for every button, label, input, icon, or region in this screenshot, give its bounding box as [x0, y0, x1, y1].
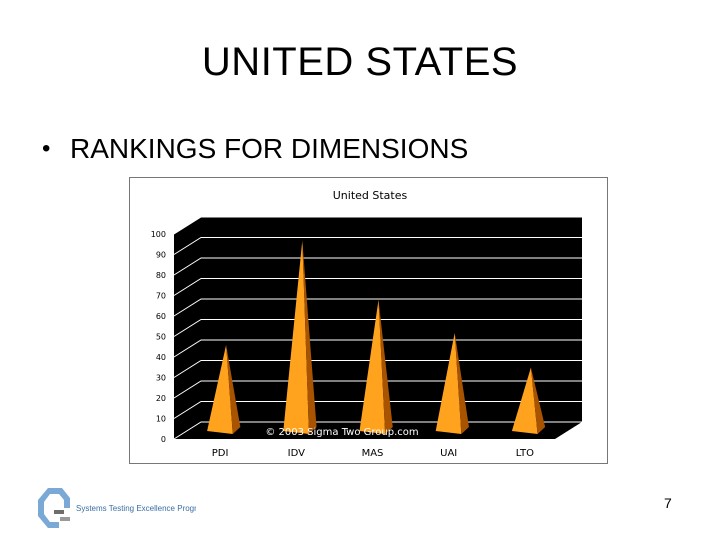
bullet-dot-icon: •	[42, 135, 51, 162]
y-tick-label: 60	[156, 312, 166, 321]
cone-face	[511, 367, 538, 434]
x-axis-ticks: PDI IDV MAS UAI LTO	[212, 448, 534, 459]
grid-line	[173, 237, 582, 255]
grid-line	[173, 257, 582, 276]
y-tick-label: 40	[156, 353, 166, 362]
y-tick-label: 100	[151, 230, 166, 239]
y-tick-label: 20	[156, 394, 166, 403]
y-tick-label: 10	[156, 415, 166, 424]
cone-face	[283, 240, 309, 434]
cone-shadow	[378, 299, 393, 434]
page-number: 7	[664, 495, 672, 511]
grid-line	[173, 216, 582, 235]
x-tick-label: LTO	[516, 448, 534, 459]
y-tick-label: 90	[156, 251, 166, 260]
cone-shadow	[530, 367, 546, 434]
cone-pdi	[207, 345, 241, 434]
chart-watermark: © 2003 Sigma Two Group.com	[265, 427, 418, 438]
x-tick-label: IDV	[288, 448, 305, 459]
y-tick-label: 0	[161, 435, 166, 444]
cone-face	[435, 332, 462, 434]
cone-face	[359, 299, 386, 434]
logo-bar-icon	[54, 510, 64, 514]
logo-text: Systems Testing Excellence Program	[76, 504, 196, 513]
data-cones	[207, 240, 546, 434]
cone-mas	[359, 299, 393, 434]
cone-chart: United States 0 10 20 30 40 50 60 70 80 90 100 © 2…	[151, 189, 582, 459]
slide-title: UNITED STATES	[201, 40, 519, 84]
hexagon-logo-icon	[38, 488, 70, 528]
grid-line	[173, 298, 582, 317]
chart-title: United States	[333, 189, 408, 202]
bullet-text: RANKINGS FOR DIMENSIONS	[70, 133, 469, 164]
cone-face	[207, 345, 233, 434]
cone-uai	[435, 332, 469, 434]
cone-shadow	[302, 240, 317, 434]
x-tick-label: UAI	[440, 448, 457, 459]
x-tick-label: PDI	[212, 448, 229, 459]
logo-bar-icon	[60, 517, 70, 521]
y-tick-label: 50	[156, 333, 166, 342]
y-axis-ticks: 0 10 20 30 40 50 60 70 80 90 100	[151, 230, 166, 444]
x-tick-label: MAS	[362, 448, 384, 459]
grid-line	[173, 319, 582, 337]
cone-shadow	[454, 332, 469, 434]
y-tick-label: 70	[156, 292, 166, 301]
y-tick-label: 30	[156, 374, 166, 383]
cone-lto	[511, 367, 546, 434]
y-tick-label: 80	[156, 271, 166, 280]
cone-shadow	[226, 345, 241, 434]
bullet-item: • RANKINGS FOR DIMENSIONS	[42, 133, 468, 165]
grid-line	[173, 278, 582, 296]
chart-frame: United States 0 10 20 30 40 50 60 70 80 90 100 © 2…	[129, 177, 608, 464]
cone-idv	[283, 240, 317, 434]
program-logo: Systems Testing Excellence Program	[38, 488, 196, 528]
